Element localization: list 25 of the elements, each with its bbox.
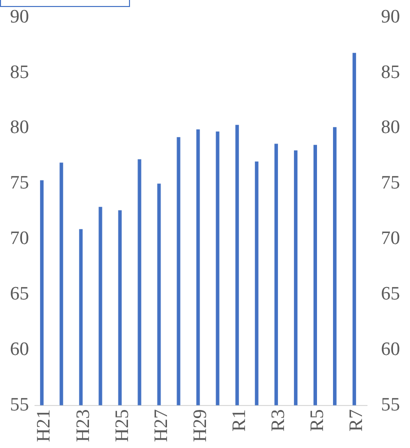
y-tick-label: 70	[10, 228, 29, 250]
y2-tick-label: 85	[381, 62, 400, 83]
x-tick-label: H27	[150, 409, 172, 442]
y2-tick-label: 80	[381, 117, 400, 138]
y-tick-label: 85	[10, 62, 29, 83]
y2-tick-label: 90	[381, 6, 400, 28]
x-tick-label: R7	[346, 409, 368, 432]
x-tick-label: R3	[268, 409, 290, 432]
x-tick-label: R1	[229, 409, 250, 432]
x-tick-label: H29	[190, 409, 211, 442]
y2-tick-label: 60	[381, 338, 400, 360]
y2-tick-label: 70	[381, 228, 400, 250]
y-tick-label: 75	[10, 172, 29, 194]
x-tick-label: R5	[307, 409, 328, 432]
y-tick-label: 90	[10, 6, 29, 28]
x-tick-label: H23	[72, 409, 94, 442]
y-tick-label: 60	[10, 338, 29, 360]
y-tick-label: 55	[10, 394, 29, 416]
y2-tick-label: 75	[381, 172, 400, 194]
y2-tick-label: 55	[381, 394, 400, 416]
y-tick-label: 65	[10, 283, 29, 304]
x-tick-label: H21	[34, 409, 55, 442]
y2-tick-label: 65	[381, 283, 400, 304]
x-tick-label: H25	[112, 409, 133, 442]
y-tick-label: 80	[10, 117, 29, 138]
